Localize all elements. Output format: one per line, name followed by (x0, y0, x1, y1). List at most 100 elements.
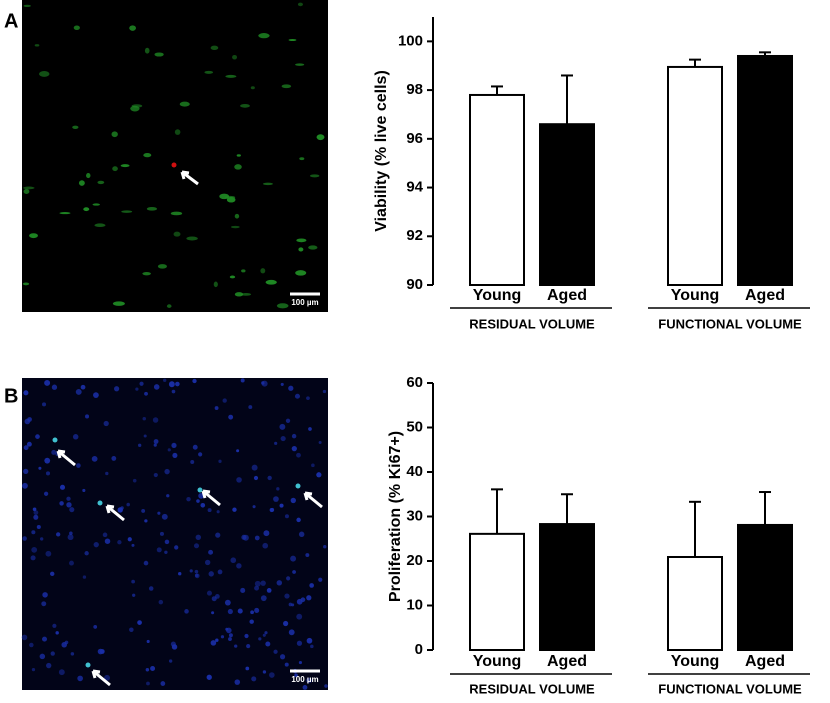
nucleus (59, 501, 64, 506)
nucleus (67, 534, 74, 541)
nucleus (170, 641, 176, 647)
nucleus (322, 389, 327, 394)
nucleus (135, 387, 139, 391)
y-tick-label: 94 (406, 179, 423, 196)
y-tick-label: 60 (406, 374, 423, 391)
nucleus (168, 659, 173, 663)
nucleus (323, 545, 327, 549)
nucleus (222, 398, 227, 403)
nucleus (45, 550, 52, 557)
cell (295, 63, 305, 66)
cell (112, 301, 125, 306)
nucleus (157, 511, 161, 515)
cell (166, 304, 172, 308)
nucleus (39, 537, 44, 541)
nucleus (29, 642, 34, 648)
nucleus (260, 580, 266, 586)
nucleus (262, 633, 266, 637)
nucleus (216, 510, 220, 514)
nucleus (127, 537, 132, 542)
nucleus (184, 609, 189, 614)
cell (296, 238, 307, 243)
y-axis-label: Proliferation (% Ki67+) (387, 431, 404, 602)
cell (157, 264, 167, 269)
nucleus (291, 603, 295, 607)
nucleus (262, 670, 267, 674)
nucleus (153, 384, 160, 390)
nucleus (99, 649, 105, 654)
cell (316, 134, 325, 141)
cell (39, 71, 50, 77)
nucleus (288, 629, 295, 636)
nucleus (246, 644, 251, 649)
nucleus (306, 637, 313, 644)
nucleus (31, 546, 38, 553)
nucleus (33, 514, 39, 520)
nucleus (171, 389, 176, 394)
bar-label: Young (671, 653, 720, 670)
nucleus (290, 497, 296, 504)
nucleus (284, 514, 289, 519)
nucleus (120, 506, 124, 510)
nucleus (273, 649, 278, 654)
nucleus (80, 384, 86, 390)
y-tick-label: 98 (406, 81, 423, 98)
nucleus (244, 633, 249, 639)
nucleus (248, 405, 253, 410)
nucleus (310, 644, 314, 649)
bar (469, 532, 525, 651)
nucleus (302, 684, 308, 690)
nucleus (156, 547, 162, 553)
nucleus (174, 545, 179, 550)
bar (667, 555, 723, 651)
nucleus (204, 559, 211, 566)
nucleus (145, 668, 150, 672)
cell (309, 174, 320, 178)
nucleus (280, 382, 284, 386)
cell (144, 47, 150, 54)
nucleus (253, 475, 259, 481)
cell (219, 193, 230, 200)
cell (258, 33, 270, 39)
nucleus (300, 597, 306, 603)
bar-label: Aged (547, 653, 587, 670)
nucleus (232, 507, 237, 512)
nucleus (296, 517, 301, 523)
cells (21, 378, 328, 690)
nucleus (159, 531, 164, 536)
nucleus (200, 502, 206, 508)
cell (92, 203, 100, 206)
scale-bar-label: 100 µm (291, 298, 318, 307)
nucleus (21, 634, 28, 641)
nucleus (160, 681, 166, 686)
cell (121, 210, 133, 213)
cell (129, 25, 136, 31)
cell (179, 101, 190, 107)
panel-label: B (4, 385, 18, 407)
nucleus (66, 502, 72, 508)
category-label: FUNCTIONAL VOLUME (658, 316, 802, 331)
nucleus (211, 596, 217, 602)
y-tick-label: 90 (406, 276, 423, 293)
nucleus (318, 440, 322, 445)
nucleus (42, 402, 47, 407)
nucleus (214, 406, 219, 410)
nucleus (31, 668, 36, 672)
nucleus (306, 595, 312, 601)
nucleus (306, 396, 310, 401)
cell (111, 131, 118, 138)
nucleus (250, 610, 254, 615)
nucleus (294, 393, 301, 399)
nucleus (153, 443, 157, 447)
bar (469, 93, 525, 286)
cell (262, 182, 273, 186)
nucleus (91, 455, 98, 462)
cell (265, 279, 277, 285)
nucleus (266, 588, 272, 593)
cell (112, 166, 118, 172)
nucleus (102, 532, 108, 538)
nucleus (129, 627, 134, 633)
nucleus (59, 484, 66, 490)
cell (143, 152, 152, 158)
nucleus (192, 444, 198, 450)
